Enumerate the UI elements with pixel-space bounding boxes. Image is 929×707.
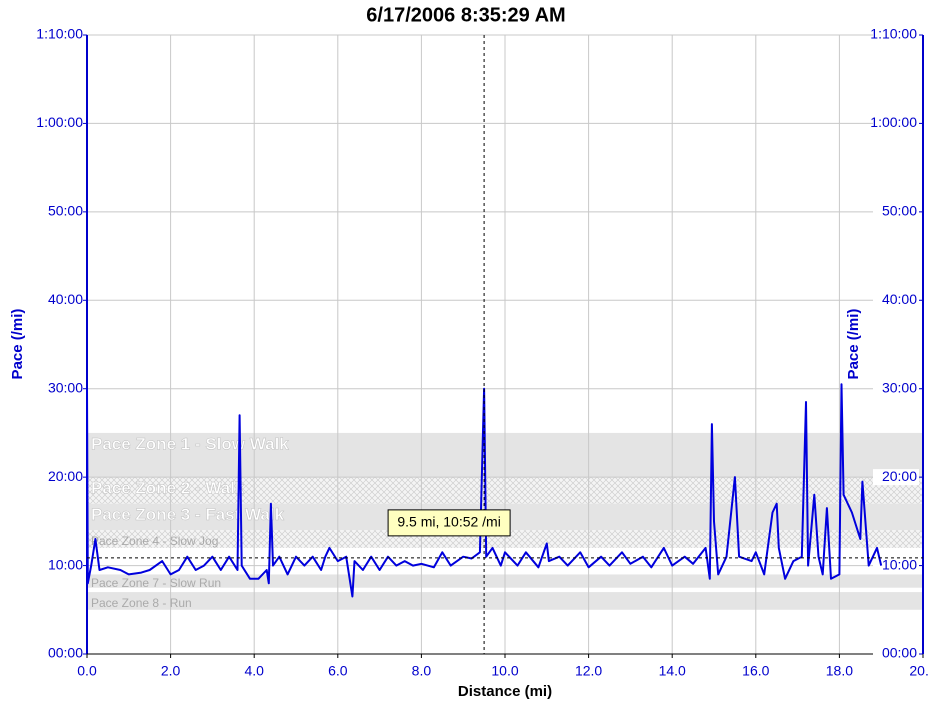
x-axis-label: Distance (mi) [458, 683, 552, 700]
y-tick-label: 1:10:00 [36, 26, 83, 42]
x-tick-label: 0.0 [77, 663, 97, 679]
y-tick-label: 20:00 [48, 468, 83, 484]
y2-tick-bg [873, 115, 919, 132]
zone-label: Pace Zone 4 - Slow Jog [91, 534, 218, 548]
x-tick-label: 12.0 [575, 663, 602, 679]
y-axis-label: Pace (/mi) [9, 309, 26, 380]
chart-title: 6/17/2006 8:35:29 AM [366, 4, 565, 26]
y-tick-label: 10:00 [48, 556, 83, 572]
y2-tick-label: 10:00 [882, 556, 917, 572]
y-tick-label: 00:00 [48, 645, 83, 661]
y2-tick-bg [873, 203, 919, 220]
y2-tick-label: 1:00:00 [870, 114, 917, 130]
y-tick-label: 50:00 [48, 203, 83, 219]
cursor-tooltip: 9.5 mi, 10:52 /mi [397, 514, 501, 530]
y2-tick-bg [873, 469, 919, 486]
pace-line [86, 383, 883, 598]
x-tick-label: 6.0 [328, 663, 348, 679]
y2-tick-bg [873, 557, 919, 574]
y2-tick-bg [873, 292, 919, 309]
y2-tick-bg [873, 380, 919, 397]
x-tick-label: 16.0 [742, 663, 769, 679]
zone-label: Pace Zone 8 - Run [91, 596, 192, 610]
x-tick-label: 20.0 [909, 663, 929, 679]
zone-label: Pace Zone 7 - Slow Run [91, 576, 221, 590]
y2-tick-label: 40:00 [882, 291, 917, 307]
y-tick-label: 1:00:00 [36, 114, 83, 130]
x-tick-label: 8.0 [412, 663, 432, 679]
y-tick-label: 40:00 [48, 291, 83, 307]
zone-label: Pace Zone 1 - Slow Walk [91, 434, 289, 453]
x-tick-label: 2.0 [161, 663, 181, 679]
x-tick-label: 4.0 [244, 663, 264, 679]
cursor-tooltip-box [387, 509, 511, 537]
y2-tick-bg [873, 646, 919, 662]
y2-tick-label: 00:00 [882, 645, 917, 661]
x-tick-label: 10.0 [491, 663, 518, 679]
x-tick-label: 14.0 [659, 663, 686, 679]
y2-tick-bg [873, 27, 919, 43]
zone-label: Pace Zone 2 - Walk [91, 479, 245, 498]
y2-tick-label: 1:10:00 [870, 26, 917, 42]
y2-tick-label: 50:00 [882, 203, 917, 219]
y-tick-label: 30:00 [48, 379, 83, 395]
x-tick-label: 18.0 [826, 663, 853, 679]
zone-label: Pace Zone 3 - Fast Walk [91, 505, 285, 524]
y2-axis-label: Pace (/mi) [845, 309, 862, 380]
y2-tick-label: 20:00 [882, 468, 917, 484]
y2-tick-label: 30:00 [882, 379, 917, 395]
